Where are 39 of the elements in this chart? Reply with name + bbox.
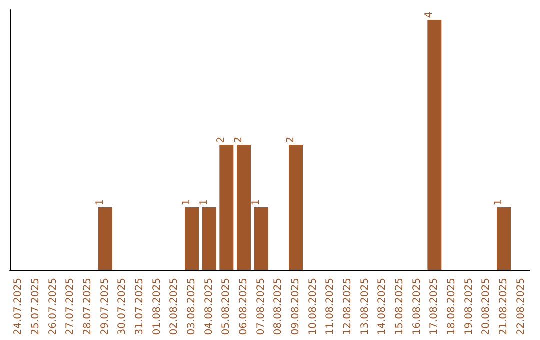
- data-label: 1: [250, 199, 262, 206]
- x-tick-label: 03.08.2025: [186, 278, 198, 336]
- data-label: 1: [182, 199, 192, 206]
- data-label: 1: [94, 199, 106, 206]
- x-tick-label: 11.08.2025: [325, 278, 336, 336]
- x-tick-label: 05.08.2025: [221, 278, 232, 336]
- x-tick-label: 07.08.2025: [256, 278, 267, 336]
- x-tick-label: 15.08.2025: [394, 278, 406, 336]
- x-tick-label: 27.07.2025: [65, 278, 76, 336]
- x-tick-label: 02.08.2025: [169, 278, 180, 336]
- x-tick-label: 21.08.2025: [498, 278, 510, 336]
- x-tick-label: 26.07.2025: [48, 278, 59, 336]
- data-label: 4: [424, 12, 436, 18]
- data-label: 2: [216, 136, 228, 144]
- x-tick-label: 13.08.2025: [360, 278, 371, 336]
- x-tick-label: 28.07.2025: [82, 278, 94, 336]
- x-tick-label: 09.08.2025: [290, 278, 302, 336]
- x-tick-label: 14.08.2025: [377, 278, 388, 336]
- x-tick-label: 20.08.2025: [481, 278, 492, 336]
- x-tick-label: 18.08.2025: [446, 278, 458, 336]
- x-tick-label: 19.08.2025: [464, 278, 475, 336]
- x-tick-label: 10.08.2025: [308, 278, 319, 336]
- x-tick-label: 24.07.2025: [13, 278, 24, 336]
- x-tick-label: 30.07.2025: [117, 278, 128, 336]
- data-label: 1: [198, 199, 210, 206]
- x-tick-label: 17.08.2025: [429, 278, 440, 336]
- x-tick-label: 04.08.2025: [204, 278, 215, 336]
- x-tick-label: 22.08.2025: [516, 278, 527, 336]
- data-label: 2: [234, 136, 244, 144]
- x-tick-label: 31.07.2025: [134, 278, 146, 336]
- x-tick-label: 01.08.2025: [152, 278, 163, 336]
- x-tick-label: 25.07.2025: [30, 278, 42, 336]
- x-tick-label: 16.08.2025: [412, 278, 423, 336]
- x-tick-label: 12.08.2025: [342, 278, 354, 336]
- data-label: 2: [286, 136, 296, 144]
- x-tick-label: 06.08.2025: [238, 278, 250, 336]
- data-label: 1: [494, 199, 504, 206]
- x-tick-label: 29.07.2025: [100, 278, 111, 336]
- x-tick-label: 08.08.2025: [273, 278, 284, 336]
